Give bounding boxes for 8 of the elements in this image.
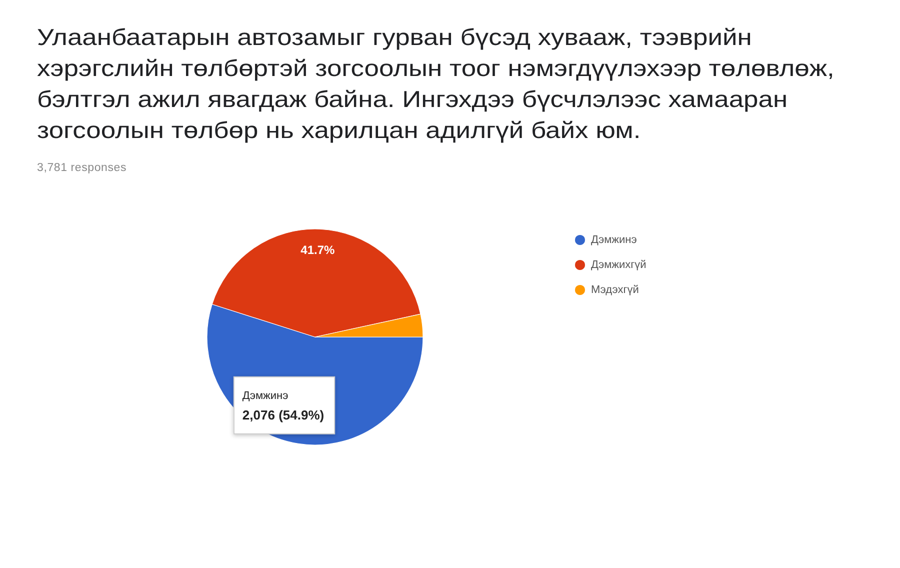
legend-label: Дэмжихгүй xyxy=(591,259,646,271)
slice-label: Дэмжинэ xyxy=(242,390,289,402)
text: 3,781 responses xyxy=(37,162,127,174)
legend-label: Дэмжинэ xyxy=(591,234,638,246)
data-label: 2,076 (54.9%) xyxy=(242,407,324,422)
chart-title: Улаанбаатарын автозамыг гурван бүсэд хувааж, тээврийн хэрэгслийн төлбөртэй зогсоолын тоог нэмэгдүүлэхээр төлөвлөж, бэлтгэл ажил явагдаж байна. Ингэхдээ бүсчлэлээс хамааран зогсоолын төлбөр нь харилцан адилгүй байх юм. xyxy=(37,23,836,145)
legend-label: Мэдэхгүй xyxy=(591,284,639,296)
data-label: 41.7% xyxy=(300,243,336,258)
